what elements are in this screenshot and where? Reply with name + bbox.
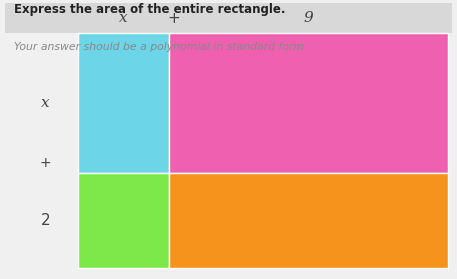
Text: +: + [167,11,180,26]
Text: 9: 9 [303,11,314,25]
Text: x: x [119,11,128,25]
Text: Express the area of the entire rectangle.: Express the area of the entire rectangle… [14,3,285,16]
Bar [169,173,448,268]
Text: 2: 2 [41,213,51,228]
Text: Your answer should be a polynomial in standard form.: Your answer should be a polynomial in st… [14,42,308,52]
Text: x: x [42,96,50,110]
Bar [169,33,448,173]
Bar [78,173,169,268]
Bar [5,3,452,33]
Bar [78,33,169,173]
Text: +: + [40,156,52,170]
